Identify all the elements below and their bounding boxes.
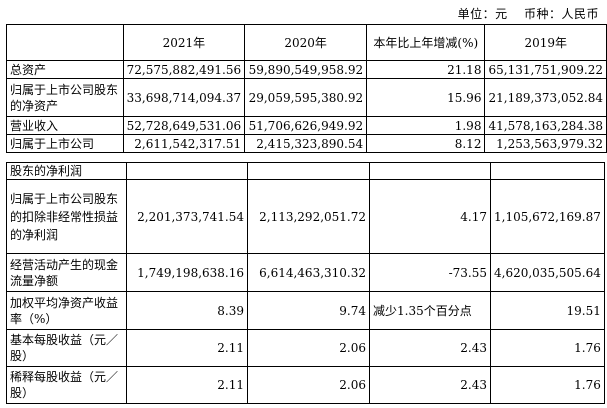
value-change: 4.17 [369, 179, 491, 254]
empty-cell [490, 162, 605, 180]
empty-cell [369, 162, 491, 180]
value-2020: 9.74 [247, 291, 370, 330]
value-2020: 2.06 [247, 329, 370, 367]
value-2020: 2.06 [247, 366, 370, 404]
row-label: 稀释每股收益（元／股） [6, 366, 127, 404]
value-change: 21.18 [366, 60, 486, 79]
table-row: 基本每股收益（元／股） 2.11 2.06 2.43 1.76 [6, 329, 605, 367]
header-cell-2021: 2021年 [122, 24, 246, 61]
row-label: 归属于上市公司 [6, 134, 124, 153]
value-2019: 1.76 [490, 366, 605, 404]
value-change: 15.96 [366, 78, 486, 117]
value-change: -73.55 [369, 253, 491, 292]
value-change: 减少1.35个百分点 [369, 291, 491, 330]
value-2021: 2,611,542,317.51 [122, 134, 246, 153]
table-row: 归属于上市公司股东的净资产 33,698,714,094.37 29,059,5… [6, 78, 607, 117]
header-row: 2021年 2020年 本年比上年增减(%) 2019年 [6, 24, 607, 61]
row-label: 加权平均净资产收益率（%） [6, 291, 127, 330]
currency-label: 币种：人民币 [523, 7, 599, 21]
value-2019: 1.76 [490, 329, 605, 367]
value-change: 8.12 [366, 134, 486, 153]
unit-label: 单位：元 [457, 7, 508, 21]
table-row: 稀释每股收益（元／股） 2.11 2.06 2.43 1.76 [6, 366, 605, 404]
value-2019: 65,131,751,909.22 [484, 60, 607, 79]
value-2021: 8.39 [126, 291, 248, 330]
unit-line: 单位：元 币种：人民币 [446, 5, 599, 22]
table-row: 总资产 72,575,882,491.56 59,890,549,958.92 … [6, 60, 607, 79]
empty-cell [247, 162, 370, 180]
value-2021: 1,749,198,638.16 [126, 253, 248, 292]
value-change: 2.43 [369, 366, 491, 404]
row-label: 基本每股收益（元／股） [6, 329, 127, 367]
table-row: 归属于上市公司股东的扣除非经常性损益的净利润 2,201,373,741.54 … [6, 179, 605, 254]
row-label: 营业收入 [6, 116, 124, 135]
header-cell-change: 本年比上年增减(%) [366, 24, 486, 61]
value-change: 2.43 [369, 329, 491, 367]
table-row: 加权平均净资产收益率（%） 8.39 9.74 减少1.35个百分点 19.51 [6, 291, 605, 330]
value-2019: 1,105,672,169.87 [490, 179, 605, 254]
table-row: 归属于上市公司 2,611,542,317.51 2,415,323,890.5… [6, 134, 607, 153]
value-2019: 19.51 [490, 291, 605, 330]
value-2020: 2,415,323,890.54 [244, 134, 368, 153]
value-2021: 2,201,373,741.54 [126, 179, 248, 254]
row-label: 股东的净利润 [6, 162, 127, 180]
value-2019: 1,253,563,979.32 [484, 134, 607, 153]
value-2020: 6,614,463,310.32 [247, 253, 370, 292]
table-row: 营业收入 52,728,649,531.06 51,706,626,949.92… [6, 116, 607, 135]
value-change: 1.98 [366, 116, 486, 135]
value-2021: 52,728,649,531.06 [122, 116, 246, 135]
value-2021: 33,698,714,094.37 [122, 78, 246, 117]
financial-table-top: 2021年 2020年 本年比上年增减(%) 2019年 总资产 72,575,… [6, 24, 607, 153]
value-2021: 2.11 [126, 329, 248, 367]
row-label: 经营活动产生的现金流量净额 [6, 253, 127, 292]
value-2019: 4,620,035,505.64 [490, 253, 605, 292]
header-cell-2020: 2020年 [244, 24, 368, 61]
value-2020: 51,706,626,949.92 [244, 116, 368, 135]
empty-cell [126, 162, 248, 180]
value-2019: 41,578,163,284.38 [484, 116, 607, 135]
value-2020: 29,059,595,380.92 [244, 78, 368, 117]
row-label: 归属于上市公司股东的扣除非经常性损益的净利润 [6, 179, 127, 254]
table-row: 股东的净利润 [6, 162, 605, 180]
value-2020: 2,113,292,051.72 [247, 179, 370, 254]
value-2019: 21,189,373,052.84 [484, 78, 607, 117]
value-2020: 59,890,549,958.92 [244, 60, 368, 79]
table-row: 经营活动产生的现金流量净额 1,749,198,638.16 6,614,463… [6, 253, 605, 292]
financial-table-bottom: 股东的净利润 归属于上市公司股东的扣除非经常性损益的净利润 2,201,373,… [6, 162, 605, 404]
header-cell-label [6, 24, 124, 61]
row-label: 归属于上市公司股东的净资产 [6, 78, 124, 117]
header-cell-2019: 2019年 [484, 24, 607, 61]
row-label: 总资产 [6, 60, 124, 79]
value-2021: 72,575,882,491.56 [122, 60, 246, 79]
value-2021: 2.11 [126, 366, 248, 404]
